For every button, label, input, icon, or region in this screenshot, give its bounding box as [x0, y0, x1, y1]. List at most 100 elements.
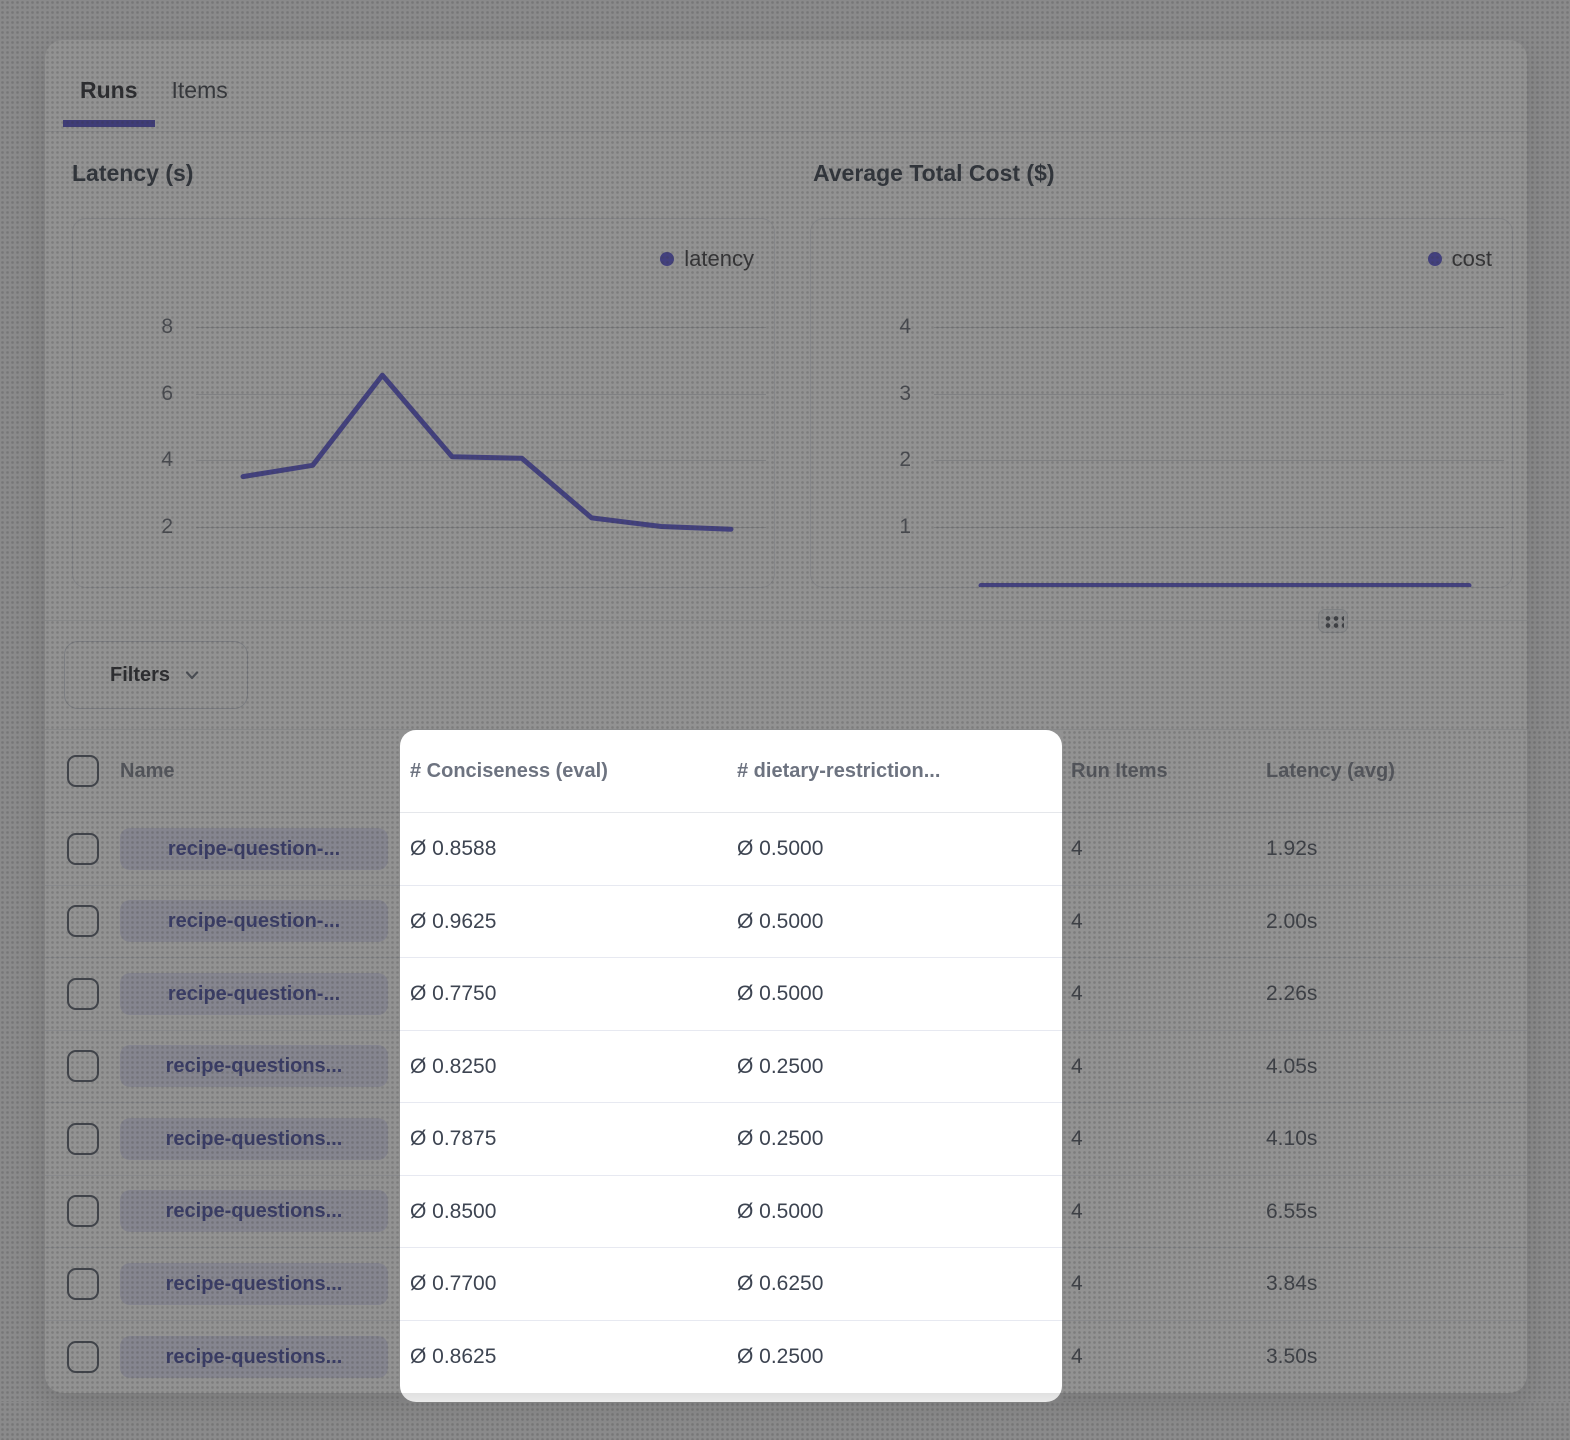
run-items-count: 4: [1071, 837, 1083, 860]
filters-button[interactable]: Filters: [64, 641, 248, 709]
run-name-pill[interactable]: recipe-questions...: [120, 1190, 388, 1233]
dietary-restriction-avg-value: Ø 0.2500: [737, 1127, 824, 1150]
table-row[interactable]: recipe-question-... Ø 0.8588 Ø 0.5000 4 …: [45, 813, 1527, 886]
run-name-label: recipe-question-...: [167, 837, 341, 860]
cost-chart-title: Average Total Cost ($): [813, 160, 1055, 186]
tab-bar: Runs Items: [63, 75, 245, 127]
run-name-label: recipe-questions...: [165, 1272, 343, 1295]
run-items-count: 4: [1071, 909, 1083, 933]
table-row[interactable]: recipe-question-... Ø 0.7750 Ø 0.5000 4 …: [45, 958, 1527, 1031]
table-top-border: [45, 729, 1527, 730]
row-checkbox[interactable]: [67, 1195, 99, 1228]
gridline: [934, 526, 1504, 528]
latency-avg-value: 4.10s: [1266, 1127, 1318, 1150]
latency-chart-title: Latency (s): [72, 160, 194, 186]
row-checkbox[interactable]: [67, 832, 99, 865]
run-name-pill[interactable]: recipe-questions...: [120, 1117, 388, 1160]
dietary-restriction-avg-value: Ø 0.5000: [737, 1199, 824, 1223]
tab-items[interactable]: Items: [171, 77, 228, 103]
table-row[interactable]: recipe-questions... Ø 0.7875 Ø 0.2500 4 …: [45, 1103, 1527, 1176]
latency-avg-value: 6.55s: [1266, 1199, 1318, 1223]
latency-legend-dot-icon: [660, 252, 675, 266]
dietary-restriction-avg-value: Ø 0.5000: [737, 909, 824, 933]
latency-avg-value: 2.00s: [1266, 909, 1318, 933]
tab-runs[interactable]: Runs: [63, 75, 155, 127]
row-checkbox[interactable]: [67, 1340, 99, 1373]
run-name-pill[interactable]: recipe-questions...: [120, 1045, 388, 1088]
gridline: [196, 393, 766, 395]
row-checkbox[interactable]: [67, 1122, 99, 1155]
filters-button-label: Filters: [109, 663, 171, 686]
drag-handle-dots-icon: [1322, 614, 1344, 628]
run-name-label: recipe-questions...: [165, 1055, 343, 1078]
select-all-checkbox[interactable]: [67, 755, 99, 787]
column-header-latency-avg[interactable]: Latency (avg): [1266, 760, 1395, 782]
run-items-count: 4: [1071, 1344, 1083, 1368]
dim-texture-bottom: [0, 1402, 1570, 1440]
run-name-label: recipe-questions...: [165, 1200, 343, 1223]
run-name-pill[interactable]: recipe-questions...: [120, 1262, 388, 1305]
run-name-label: recipe-question-...: [167, 982, 341, 1005]
run-items-count: 4: [1071, 982, 1083, 1005]
run-name-pill[interactable]: recipe-question-...: [120, 972, 388, 1015]
cost-legend: cost: [1427, 246, 1492, 272]
dietary-restriction-avg-value: Ø 0.2500: [737, 1344, 824, 1368]
tabs-divider: [45, 131, 1527, 132]
row-checkbox[interactable]: [67, 1267, 99, 1300]
dietary-restriction-avg-value: Ø 0.5000: [737, 982, 824, 1005]
table-row[interactable]: recipe-question-... Ø 0.9625 Ø 0.5000 4 …: [45, 886, 1527, 958]
table-row[interactable]: recipe-questions... Ø 0.8250 Ø 0.2500 4 …: [45, 1031, 1527, 1103]
table-body: recipe-question-... Ø 0.8588 Ø 0.5000 4 …: [45, 813, 1527, 1393]
y-axis-tick-label: 2: [161, 514, 173, 538]
cost-line-plot: [978, 583, 1472, 587]
column-header-dietary-restriction[interactable]: # dietary-restriction...: [737, 760, 941, 782]
runs-panel-card: Runs Items Latency (s) Average Total Cos…: [45, 40, 1527, 1393]
section-divider: [45, 620, 1527, 621]
latency-chart: 8 6 4 2 latency: [72, 218, 775, 588]
column-header-conciseness[interactable]: # Conciseness (eval): [410, 760, 608, 782]
y-axis-tick-label: 2: [899, 448, 911, 471]
table-row[interactable]: recipe-questions... Ø 0.8625 Ø 0.2500 4 …: [45, 1321, 1527, 1394]
table-row[interactable]: recipe-questions... Ø 0.8500 Ø 0.5000 4 …: [45, 1176, 1527, 1248]
cost-legend-label: cost: [1451, 246, 1492, 271]
row-checkbox[interactable]: [67, 905, 99, 938]
cost-chart: 4 3 2 1 cost: [810, 218, 1513, 588]
gridline: [196, 327, 766, 328]
latency-avg-value: 3.50s: [1266, 1344, 1318, 1368]
column-header-name[interactable]: Name: [120, 760, 175, 782]
conciseness-avg-value: Ø 0.8500: [410, 1199, 497, 1223]
run-items-count: 4: [1071, 1272, 1083, 1295]
conciseness-avg-value: Ø 0.9625: [410, 909, 497, 933]
latency-avg-value: 1.92s: [1266, 837, 1318, 860]
conciseness-avg-value: Ø 0.7700: [410, 1272, 497, 1295]
table-row[interactable]: recipe-questions... Ø 0.7700 Ø 0.6250 4 …: [45, 1248, 1527, 1321]
y-axis-tick-label: 6: [161, 381, 173, 405]
run-name-pill[interactable]: recipe-questions...: [120, 1335, 388, 1378]
gridline: [934, 393, 1504, 395]
run-name-pill[interactable]: recipe-question-...: [120, 900, 388, 943]
gridline: [196, 460, 766, 461]
conciseness-avg-value: Ø 0.8250: [410, 1054, 497, 1078]
dietary-restriction-avg-value: Ø 0.6250: [737, 1272, 824, 1295]
conciseness-avg-value: Ø 0.8625: [410, 1344, 497, 1368]
conciseness-avg-value: Ø 0.7875: [410, 1127, 497, 1150]
latency-legend: latency: [660, 246, 754, 272]
y-axis-tick-label: 4: [161, 448, 173, 471]
y-axis-tick-label: 3: [899, 381, 911, 405]
row-checkbox[interactable]: [67, 1050, 99, 1083]
run-name-pill[interactable]: recipe-question-...: [120, 827, 388, 870]
y-axis-tick-label: 4: [899, 315, 911, 338]
latency-avg-value: 3.84s: [1266, 1272, 1318, 1295]
conciseness-avg-value: Ø 0.7750: [410, 982, 497, 1005]
gridline: [934, 327, 1504, 328]
run-items-count: 4: [1071, 1199, 1083, 1223]
run-items-count: 4: [1071, 1054, 1083, 1078]
gridline: [934, 460, 1504, 461]
y-axis-tick-label: 8: [161, 315, 173, 338]
row-checkbox[interactable]: [67, 977, 99, 1010]
run-name-label: recipe-questions...: [165, 1127, 343, 1150]
column-header-run-items[interactable]: Run Items: [1071, 760, 1168, 782]
resize-drag-handle[interactable]: [1318, 609, 1348, 633]
run-items-count: 4: [1071, 1127, 1083, 1150]
dietary-restriction-avg-value: Ø 0.2500: [737, 1054, 824, 1078]
